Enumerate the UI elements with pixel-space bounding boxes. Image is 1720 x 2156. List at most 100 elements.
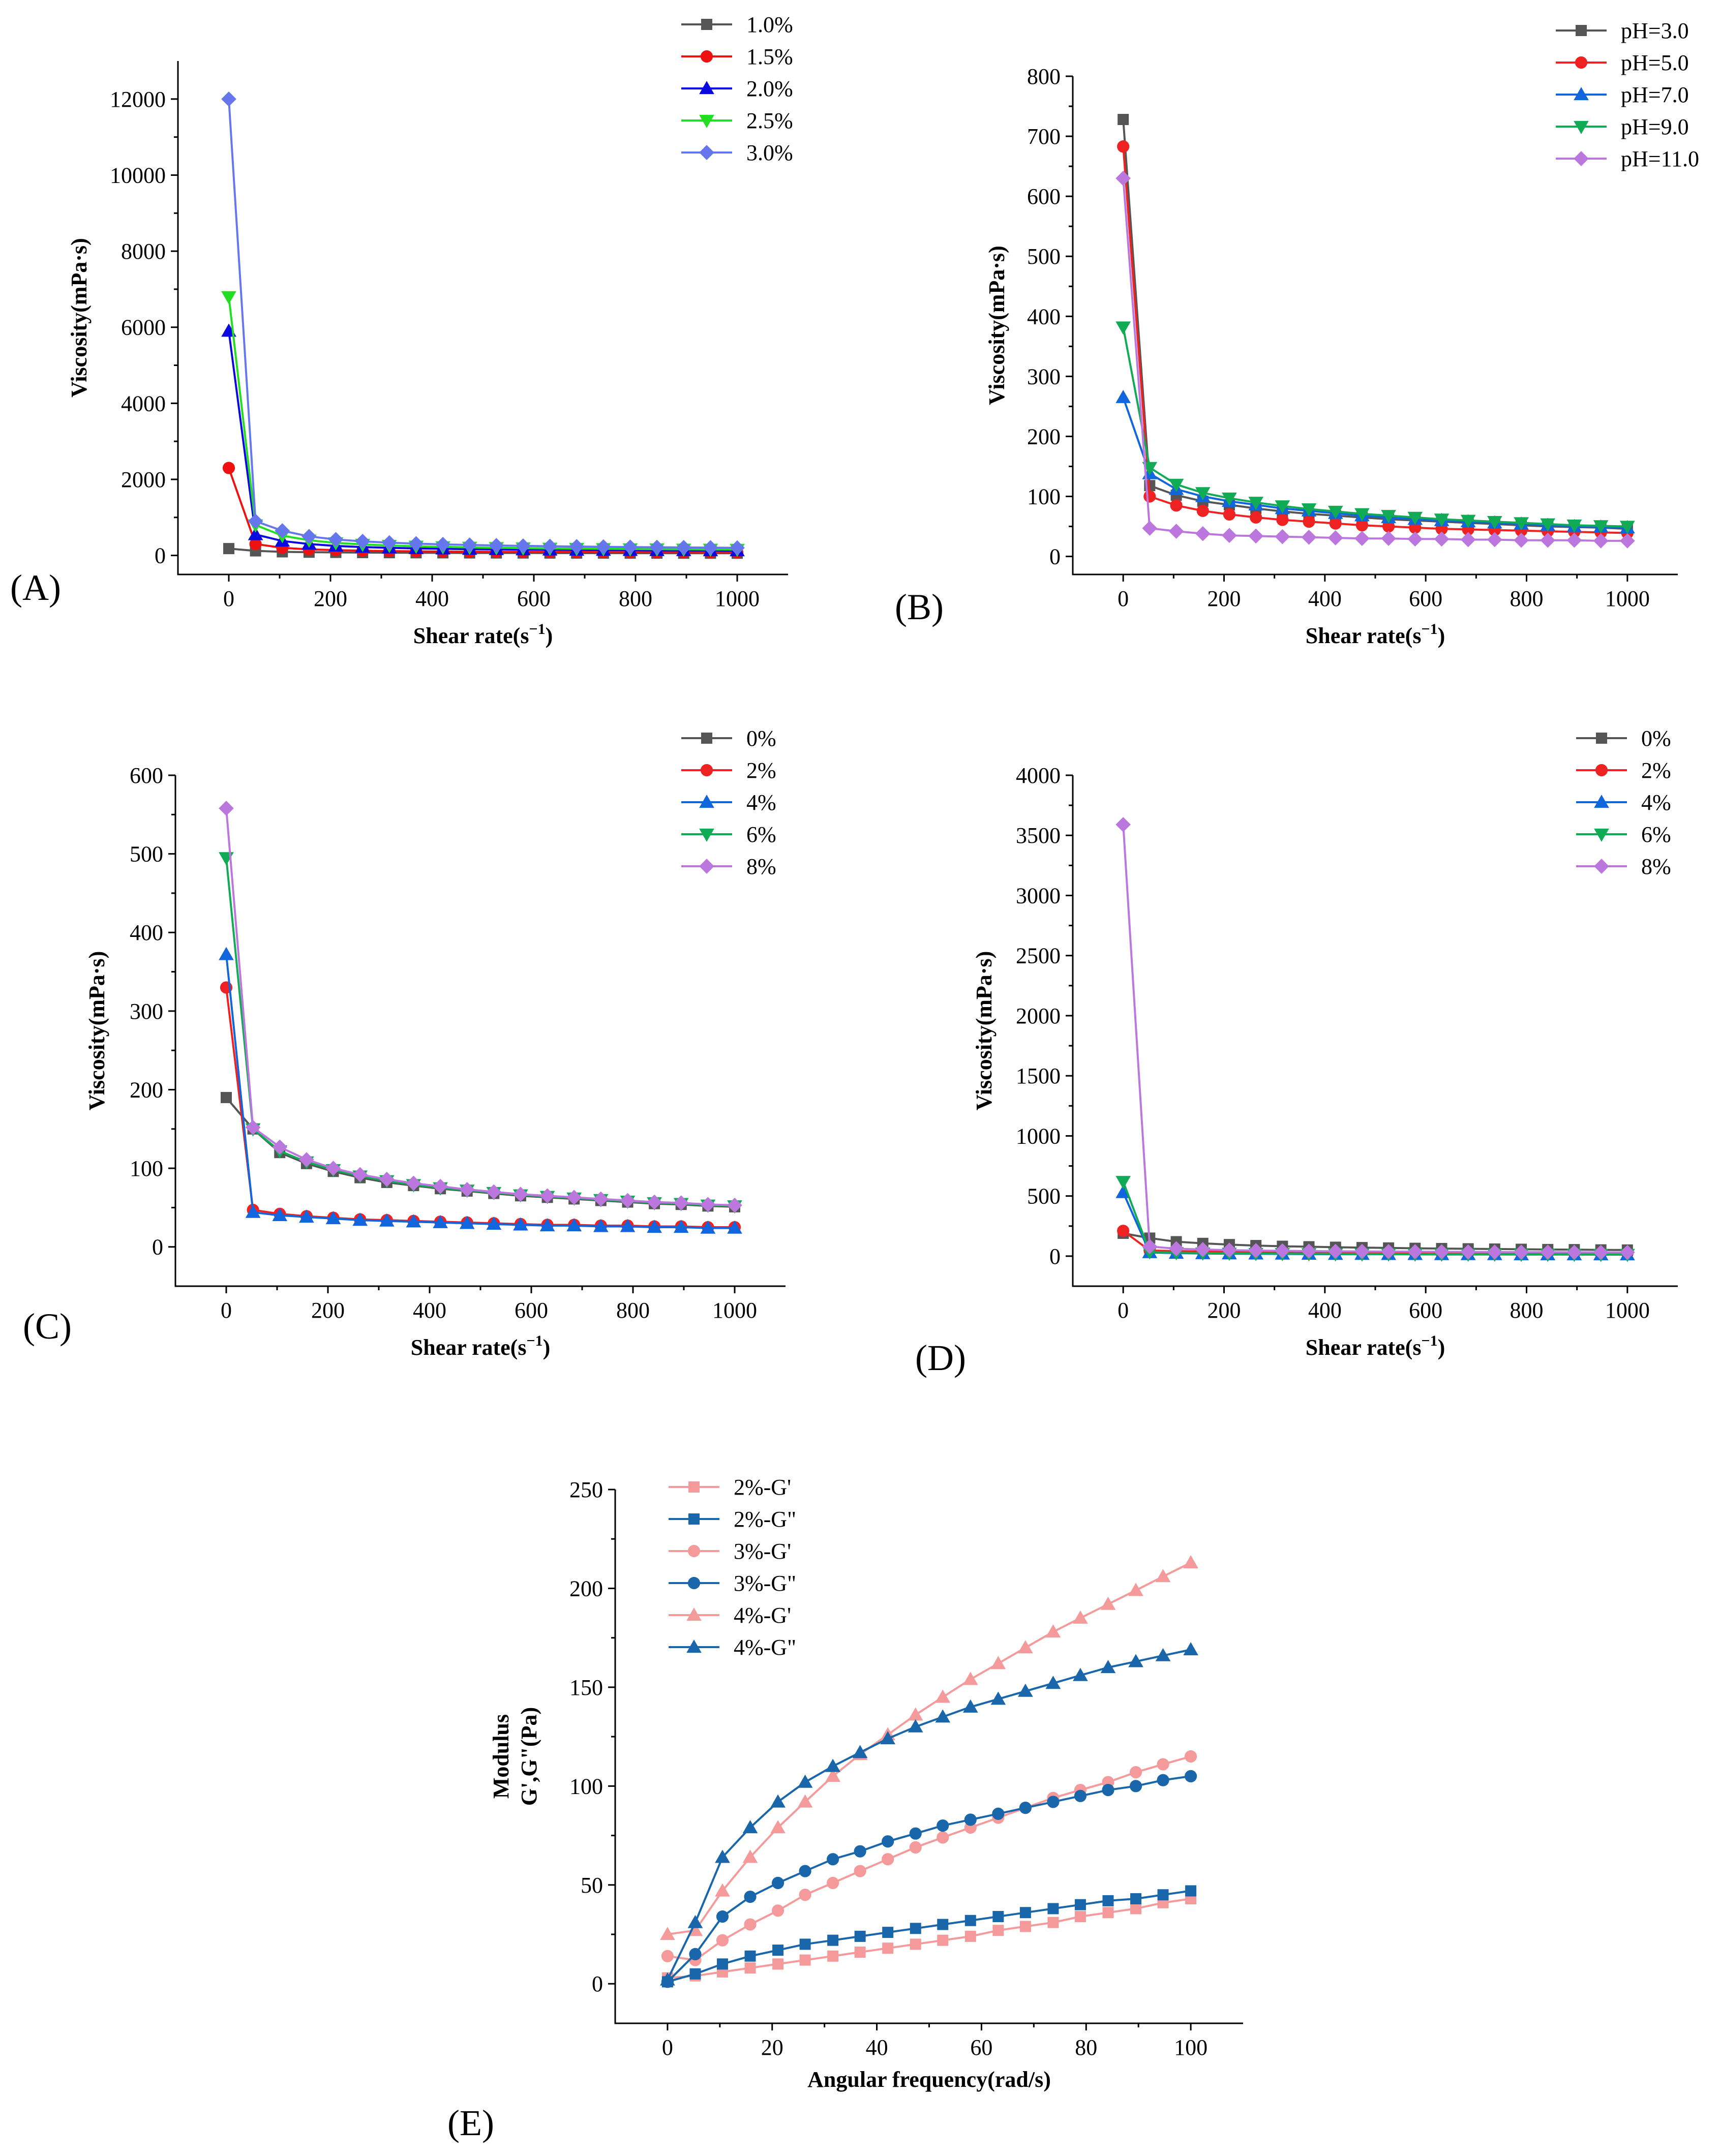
x-axis-title-end-d: ) (1438, 1335, 1445, 1360)
data-point-e-5 (908, 1719, 923, 1733)
data-point-a-4 (381, 535, 397, 551)
legend-d: 0% 2% 4% 6% 8% (1576, 726, 1671, 879)
x-axis-title-text-b: Shear rate(s (1306, 623, 1422, 648)
data-point-d-4 (1566, 1244, 1582, 1260)
data-point-e-1 (1130, 1893, 1142, 1904)
legend-marker-e-3 (687, 1576, 701, 1590)
y-tick-label-e: 100 (569, 1774, 603, 1799)
data-point-e-1 (854, 1930, 866, 1942)
data-point-e-5 (742, 1820, 758, 1834)
series-d-4 (1115, 817, 1635, 1260)
data-point-e-1 (1047, 1903, 1059, 1915)
data-point-b-4 (1381, 531, 1396, 546)
legend-marker-a-1 (700, 50, 713, 63)
x-tick-label-a: 0 (223, 586, 234, 611)
data-point-e-5 (1128, 1654, 1143, 1667)
data-point-d-4 (1407, 1244, 1423, 1259)
data-point-e-2 (937, 1831, 949, 1844)
y-axis-title-c: Viscosity(mPa·s) (84, 951, 109, 1111)
data-point-b-1 (1303, 515, 1315, 528)
data-point-d-4 (1593, 1244, 1609, 1260)
x-axis-title-sup-a: −1 (529, 621, 545, 637)
data-point-e-1 (799, 1938, 811, 1950)
data-point-e-5 (660, 1972, 675, 1986)
data-point-b-1 (1196, 504, 1209, 517)
legend-marker-d-0 (1596, 733, 1607, 744)
data-point-c-4 (325, 1161, 341, 1176)
data-point-e-4 (935, 1689, 951, 1703)
data-point-b-4 (1354, 531, 1370, 546)
legend-marker-b-4 (1574, 151, 1589, 166)
data-point-e-1 (1185, 1885, 1197, 1897)
x-tick-label-b: 200 (1208, 586, 1241, 611)
series-e-1 (661, 1885, 1197, 1988)
data-point-b-4 (1248, 528, 1264, 544)
legend-label-e-2: 3%-G' (734, 1539, 791, 1564)
x-tick-label-c: 400 (413, 1298, 446, 1323)
data-point-b-1 (1223, 508, 1236, 521)
data-point-b-1 (1117, 140, 1130, 153)
data-point-b-3 (1301, 503, 1317, 517)
x-tick-label-a: 800 (619, 586, 652, 611)
series-e-2 (661, 1750, 1197, 1966)
data-point-b-4 (1168, 524, 1184, 539)
data-point-e-2 (1129, 1766, 1142, 1779)
data-point-e-4 (1155, 1569, 1171, 1583)
data-point-e-4 (1183, 1555, 1198, 1569)
data-point-e-5 (1100, 1660, 1116, 1674)
data-point-b-4 (1487, 532, 1502, 548)
x-tick-label-b: 0 (1118, 586, 1129, 611)
series-c-4 (219, 801, 742, 1213)
data-point-d-1 (1117, 1225, 1130, 1237)
data-point-d-4 (1195, 1242, 1211, 1257)
legend-marker-d-1 (1595, 764, 1608, 777)
data-point-e-2 (771, 1904, 784, 1917)
data-point-c-4 (459, 1181, 475, 1197)
data-point-a-4 (408, 536, 424, 552)
data-point-e-3 (937, 1819, 949, 1832)
y-tick-label-b: 700 (1027, 124, 1061, 149)
y-tick-label-b: 0 (1049, 544, 1061, 569)
data-point-d-4 (1248, 1243, 1264, 1258)
data-point-e-0 (827, 1950, 839, 1962)
legend-marker-a-3 (699, 114, 714, 128)
y-axis-title-2-e: G',G"(Pa) (517, 1707, 541, 1806)
data-point-a-4 (676, 540, 691, 555)
data-point-b-3 (1619, 521, 1635, 534)
data-point-e-3 (1184, 1770, 1197, 1782)
y-tick-label-b: 500 (1027, 244, 1061, 269)
legend-label-d-0: 0% (1641, 726, 1671, 751)
data-point-d-4 (1327, 1243, 1343, 1259)
data-point-e-4 (1045, 1624, 1061, 1638)
data-point-b-2 (1115, 389, 1131, 403)
data-point-e-3 (744, 1891, 757, 1903)
y-tick-label-c: 600 (130, 763, 163, 788)
data-point-e-1 (1074, 1899, 1086, 1910)
data-point-e-5 (1155, 1648, 1171, 1661)
y-tick-label-b: 600 (1027, 184, 1061, 209)
legend-b: pH=3.0 pH=5.0 pH=7.0 pH=9.0 pH=11.0 (1556, 18, 1699, 171)
x-tick-label-d: 0 (1118, 1298, 1129, 1323)
data-point-c-2 (406, 1214, 421, 1228)
legend-label-c-3: 6% (746, 822, 776, 847)
panel-label-a: (A) (10, 567, 61, 608)
legend-label-e-5: 4%-G" (734, 1635, 796, 1660)
data-point-b-3 (1593, 520, 1609, 534)
legend-marker-d-3 (1594, 828, 1609, 842)
data-point-b-4 (1327, 530, 1343, 545)
data-point-e-4 (1100, 1596, 1116, 1610)
x-tick-label-d: 1000 (1605, 1298, 1650, 1323)
y-tick-label-e: 200 (569, 1576, 603, 1601)
legend-marker-c-0 (701, 733, 712, 744)
y-tick-label-a: 10000 (110, 163, 166, 188)
data-point-a-4 (221, 91, 236, 107)
data-point-e-2 (716, 1934, 729, 1947)
data-point-b-3 (1460, 514, 1476, 528)
x-axis-title-text-c: Shear rate(s (411, 1335, 527, 1360)
data-point-c-4 (539, 1188, 555, 1204)
data-point-b-3 (1381, 510, 1396, 524)
legend-marker-e-0 (688, 1481, 700, 1493)
panel-label-c: (C) (23, 1306, 72, 1347)
data-point-e-1 (716, 1958, 728, 1970)
data-point-a-4 (355, 534, 371, 549)
